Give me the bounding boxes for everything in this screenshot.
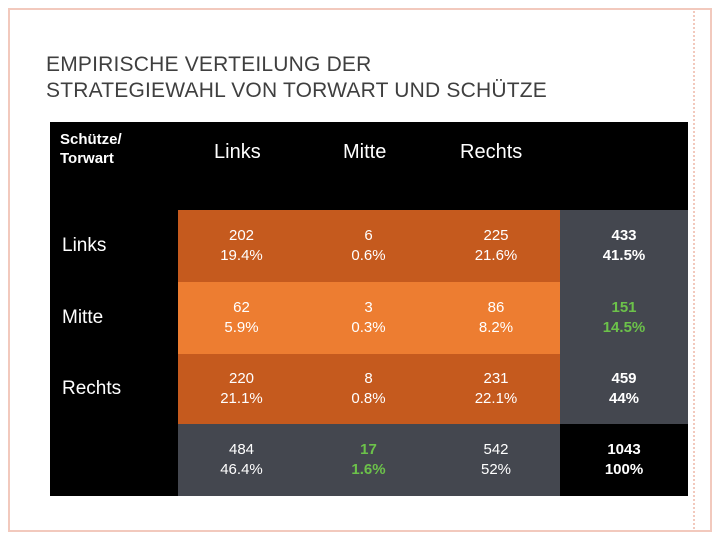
cell-count: 433: [611, 227, 637, 244]
cell-percent: 8.2%: [478, 319, 514, 336]
cell-percent: 21.6%: [474, 247, 518, 264]
cell-count: 62: [233, 299, 250, 316]
cell-count: 86: [487, 299, 505, 316]
cell-rechts-mitte: 8 0.8%: [305, 354, 432, 424]
cell-percent: 22.1%: [474, 390, 518, 407]
cell-count: 3: [364, 299, 373, 316]
cell-count: 151: [611, 299, 637, 316]
row-label-links: Links: [62, 235, 107, 256]
cell-percent: 5.9%: [224, 319, 259, 336]
slide-border: [8, 8, 712, 532]
column-total-rechts: 542 52%: [432, 424, 560, 496]
cell-percent: 44%: [608, 390, 640, 407]
cell-count: 225: [483, 227, 509, 244]
cell-count: 202: [228, 227, 255, 244]
cell-mitte-mitte: 3 0.3%: [305, 282, 432, 354]
cell-links-rechts: 225 21.6%: [432, 210, 560, 282]
cell-mitte-rechts: 86 8.2%: [432, 282, 560, 354]
cell-links-links: 202 19.4%: [178, 210, 305, 282]
column-header-rechts: Rechts: [460, 141, 523, 163]
column-header-links: Links: [214, 141, 261, 163]
title-line-2: STRATEGIEWAHL VON TORWART UND SCHÜTZE: [46, 79, 547, 102]
cell-percent: 52%: [480, 461, 512, 478]
slide-dotted-rule: [693, 8, 695, 532]
cell-percent: 21.1%: [220, 390, 263, 407]
row-total-mitte: 151 14.5%: [560, 282, 688, 354]
grand-total: 1043 100%: [560, 424, 688, 496]
row-label-mitte: Mitte: [62, 307, 104, 328]
distribution-table: Schütze/ Torwart Links Mitte Rechts Link…: [50, 122, 688, 496]
cell-rechts-rechts: 231 22.1%: [432, 354, 560, 424]
cell-percent: 41.5%: [602, 247, 646, 264]
cell-percent: 0.6%: [351, 247, 386, 264]
corner-header-line-2: Torwart: [60, 150, 114, 167]
cell-percent: 14.5%: [602, 319, 646, 336]
row-total-links: 433 41.5%: [560, 210, 688, 282]
title-line-1: EMPIRISCHE VERTEILUNG DER: [46, 53, 372, 76]
cell-percent: 0.3%: [351, 319, 386, 336]
cell-percent: 46.4%: [220, 461, 263, 478]
column-header-mitte: Mitte: [343, 141, 387, 163]
cell-count: 231: [483, 370, 509, 387]
corner-header: Schütze/ Torwart: [50, 122, 178, 210]
cell-count: 1043: [607, 441, 641, 458]
cell-count: 542: [483, 441, 509, 458]
cell-percent: 100%: [604, 461, 644, 478]
cell-percent: 19.4%: [220, 247, 263, 264]
corner-header-line-1: Schütze/: [60, 131, 122, 148]
cell-count: 17: [360, 441, 377, 458]
cell-percent: 0.8%: [351, 390, 386, 407]
cell-count: 6: [364, 227, 373, 244]
column-total-mitte: 17 1.6%: [305, 424, 432, 496]
cell-count: 459: [611, 370, 637, 387]
cell-count: 220: [228, 370, 255, 387]
row-label-rechts: Rechts: [62, 378, 122, 399]
slide-title: EMPIRISCHE VERTEILUNG DER STRATEGIEWAHL …: [46, 52, 666, 104]
cell-mitte-links: 62 5.9%: [178, 282, 305, 354]
cell-count: 484: [228, 441, 255, 458]
column-total-links: 484 46.4%: [178, 424, 305, 496]
cell-links-mitte: 6 0.6%: [305, 210, 432, 282]
cell-percent: 1.6%: [351, 461, 386, 478]
cell-rechts-links: 220 21.1%: [178, 354, 305, 424]
cell-count: 8: [364, 370, 373, 387]
row-total-rechts: 459 44%: [560, 354, 688, 424]
